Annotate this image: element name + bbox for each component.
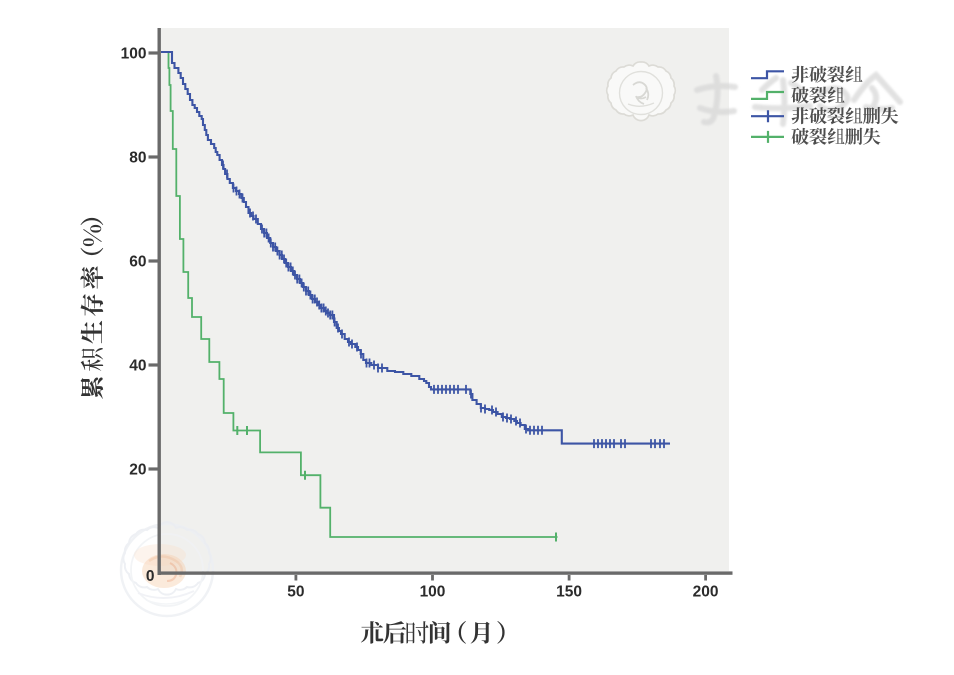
svg-text:40: 40	[129, 358, 146, 375]
svg-text:60: 60	[129, 254, 146, 271]
svg-text:50: 50	[287, 584, 304, 601]
svg-text:100: 100	[121, 46, 147, 63]
svg-text:80: 80	[129, 150, 146, 167]
svg-text:200: 200	[693, 584, 719, 601]
svg-text:100: 100	[420, 584, 446, 601]
svg-text:150: 150	[556, 584, 582, 601]
svg-text:20: 20	[129, 462, 146, 479]
svg-text:0: 0	[146, 568, 155, 585]
